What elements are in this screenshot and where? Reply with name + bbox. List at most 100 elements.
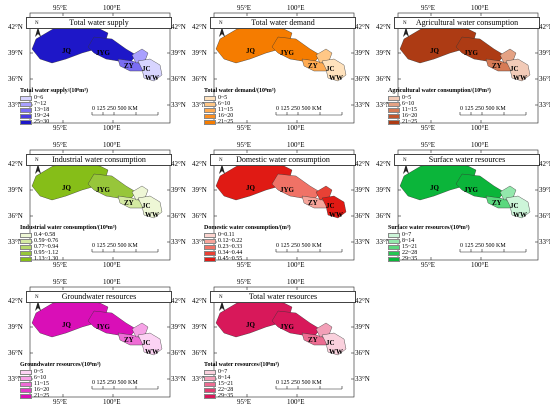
legend-item: 0~0.11 (204, 232, 235, 238)
legend-item: 19~24 (20, 113, 49, 119)
lat-label: 42°N (192, 160, 207, 168)
legend-swatch (388, 95, 400, 101)
panel-title: Surface water resources (394, 154, 540, 166)
map-panel: Surface water resources N 95°E 95°E 100°E 100… (376, 140, 550, 269)
legend-swatch (204, 119, 216, 125)
lat-label: 36°N (192, 349, 207, 357)
legend-swatch (204, 238, 216, 244)
region-ww (137, 195, 163, 219)
legend-label: 16~20 (218, 113, 234, 119)
place-label: JC (510, 65, 519, 73)
legend-label: 0.95~1.12 (34, 250, 59, 256)
legend-swatch (20, 244, 32, 250)
scale-bar (91, 249, 159, 253)
lon-label: 95°E (421, 141, 436, 149)
legend-swatch (204, 95, 216, 101)
place-label: WW (329, 74, 343, 82)
legend-swatch (20, 238, 32, 244)
legend-title: Groundwater resources/(10⁸m³) (20, 362, 101, 368)
legend-label: 0~0.11 (218, 232, 235, 238)
legend-item: 0.59~0.76 (20, 238, 58, 244)
legend-swatch (20, 381, 32, 387)
legend-item: 29~35 (388, 256, 417, 262)
lon-label: 100°E (287, 141, 305, 149)
legend-item: 11~15 (204, 107, 233, 113)
place-label: WW (329, 211, 343, 219)
lat-label: 39°N (355, 323, 370, 331)
legend-swatch (388, 238, 400, 244)
legend-item: 0~6 (20, 95, 43, 101)
lat-label: 42°N (171, 160, 186, 168)
legend-label: 29~35 (402, 256, 418, 262)
lon-label: 100°E (103, 398, 121, 406)
legend-swatch (204, 387, 216, 393)
lat-label: 39°N (355, 49, 370, 57)
region-zy (301, 332, 329, 346)
lat-label: 33°N (539, 101, 550, 109)
scale-bar (275, 112, 343, 116)
legend-item: 22~28 (204, 387, 233, 393)
north-label: N (35, 21, 39, 26)
legend-label: 11~15 (34, 381, 50, 387)
place-label: JC (326, 202, 335, 210)
legend-label: 0~5 (402, 95, 412, 101)
legend-label: 6~10 (218, 101, 231, 107)
lon-label: 95°E (237, 261, 252, 269)
legend-swatch (388, 232, 400, 238)
scale-label: 0 125 250 500 KM (92, 243, 138, 249)
north-arrow-icon (219, 27, 225, 37)
lon-label: 95°E (421, 124, 436, 132)
scale-label: 0 125 250 500 KM (92, 106, 138, 112)
region-ww (321, 195, 347, 219)
legend-swatch (204, 369, 216, 375)
legend-item: 0~5 (388, 95, 411, 101)
place-label: JQ (62, 184, 71, 192)
lon-label: 95°E (53, 261, 68, 269)
lon-label: 100°E (103, 124, 121, 132)
place-label: JYG (280, 186, 294, 194)
north-arrow-icon (403, 164, 409, 174)
legend-item: 16~20 (388, 113, 417, 119)
legend-label: 16~20 (402, 113, 418, 119)
scale-label: 0 125 250 500 KM (276, 380, 322, 386)
region-zy (301, 58, 329, 72)
north-label: N (403, 158, 407, 163)
place-label: JQ (246, 321, 255, 329)
legend-swatch (204, 256, 216, 262)
legend-label: 0.59~0.76 (34, 238, 59, 244)
region-zy (301, 195, 329, 209)
lat-label: 39°N (171, 323, 186, 331)
lon-label: 100°E (471, 141, 489, 149)
lat-label: 33°N (8, 101, 23, 109)
legend-title: Surface water resources/(10⁸m³) (388, 225, 470, 231)
lat-label: 36°N (192, 212, 207, 220)
legend-label: 0~5 (218, 95, 228, 101)
legend-label: 0~7 (218, 369, 228, 375)
lon-label: 95°E (421, 4, 436, 12)
lat-label: 39°N (171, 49, 186, 57)
lat-label: 33°N (8, 375, 23, 383)
legend-swatch (20, 232, 32, 238)
lat-label: 39°N (8, 186, 23, 194)
place-label: WW (145, 211, 159, 219)
scale-label: 0 125 250 500 KM (276, 243, 322, 249)
north-label: N (403, 21, 407, 26)
panel-title: Groundwater resources (26, 291, 172, 303)
scale-label: 0 125 250 500 KM (460, 243, 506, 249)
legend-swatch (388, 113, 400, 119)
legend-label: 8~14 (218, 375, 231, 381)
scale-bar (91, 112, 159, 116)
lon-label: 95°E (53, 4, 68, 12)
region-jc (499, 185, 517, 201)
legend-label: 0.34~0.44 (218, 250, 243, 256)
region-jc (315, 185, 333, 201)
lat-label: 39°N (376, 186, 391, 194)
legend-swatch (204, 101, 216, 107)
legend-swatch (204, 232, 216, 238)
north-label: N (219, 21, 223, 26)
place-label: JC (142, 339, 151, 347)
legend-item: 11~15 (388, 107, 417, 113)
legend-label: 0~7 (402, 232, 412, 238)
legend-item: 0~7 (388, 232, 411, 238)
legend-swatch (204, 381, 216, 387)
